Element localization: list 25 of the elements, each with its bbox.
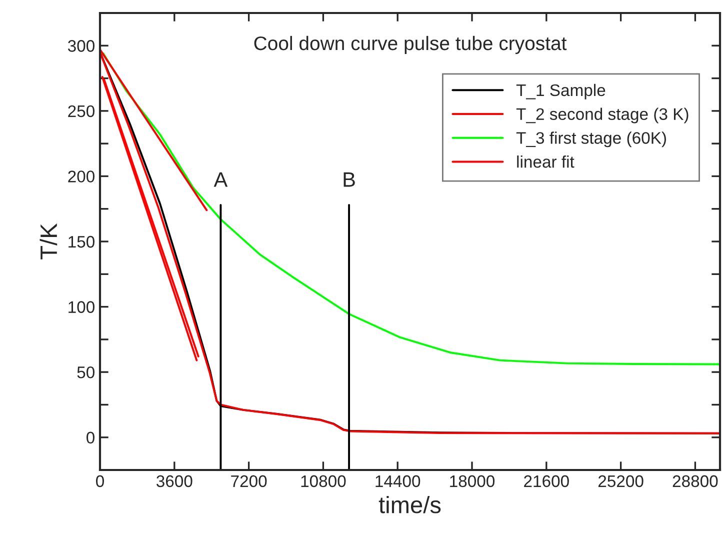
- x-tick-label: 14400: [376, 475, 420, 488]
- x-tick-label: 28800: [672, 475, 718, 488]
- legend-label: T_2 second stage (3 K): [516, 108, 688, 124]
- legend-label: T_3 first stage (60K): [516, 132, 666, 148]
- y-tick-label: 0: [86, 432, 94, 444]
- legend-label: linear fit: [517, 156, 574, 168]
- text: Cool down curve pulse tube cryostat: [254, 36, 567, 54]
- y-tick-label: 100: [68, 301, 94, 313]
- y-tick-label: 300: [68, 40, 94, 52]
- y-axis-title: T/K: [40, 223, 58, 260]
- y-tick-label: 250: [68, 105, 94, 118]
- y-tick-label: 150: [68, 236, 94, 248]
- x-axis-title: time/s: [378, 496, 441, 514]
- x-tick-label: 10800: [301, 475, 346, 488]
- y-tick-label: 50: [77, 366, 94, 378]
- annotation: B: [344, 172, 355, 187]
- x-tick-label: 0: [96, 475, 104, 488]
- x-tick-label: 25200: [598, 475, 644, 488]
- x-tick-label: 3600: [156, 475, 192, 488]
- legend-label: T_1 Sample: [516, 84, 606, 100]
- x-tick-label: 21600: [524, 475, 569, 488]
- y-tick-label: 200: [68, 170, 94, 182]
- x-tick-label: 7200: [231, 475, 267, 488]
- x-tick-label: 18000: [450, 475, 495, 488]
- annotation: A: [214, 172, 228, 187]
